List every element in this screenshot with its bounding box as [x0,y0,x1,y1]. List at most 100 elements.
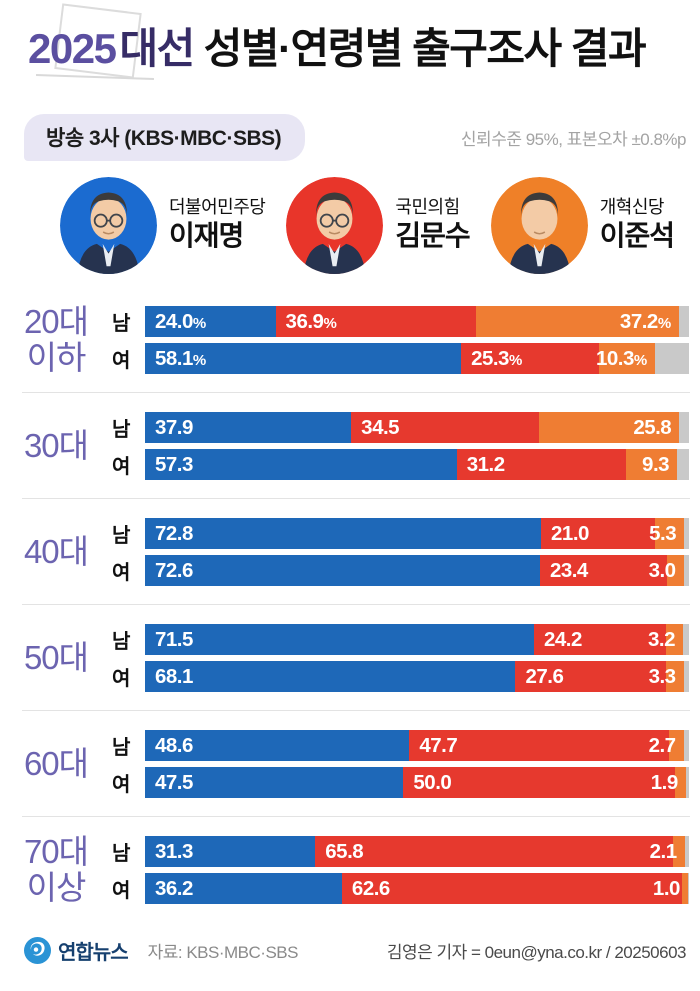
bar-segment-others [683,660,689,692]
bar-row-여: 여 68.1 27.6 3.3 [112,660,689,692]
value-label-lee-jae-myung: 72.8 [155,521,193,545]
bar-segment-kim-moon-soo [539,554,668,586]
stacked-bar: 47.5 50.0 1.9 [145,766,689,798]
value-label-lee-jun-seok: 1.0 [652,876,681,900]
title-year: 2025 [28,25,117,72]
gender-label: 남 [112,418,131,441]
value-label-kim-moon-soo: 62.6 [351,876,390,900]
value-label-kim-moon-soo: 27.6 [525,664,564,688]
bar-segment-lee-jae-myung [145,623,534,655]
value-label-lee-jae-myung: 37.9 [155,415,193,439]
stacked-bar: 48.6 47.7 2.7 [145,729,689,761]
percent-sign: % [323,314,337,332]
stacked-bar: 72.8 21.0 5.3 [145,517,689,549]
value-label-kim-moon-soo: 65.8 [325,839,364,863]
candidate-card-lee-jae-myung: 더불어민주당 이재명 [60,176,266,274]
group-divider [22,816,690,817]
age-group-40대: 40대 남 72.8 21.0 5.3 여 72.6 23.4 3.0 [0,499,700,604]
value-label-lee-jae-myung: 47.5 [155,770,193,794]
value-label-lee-jun-seok: 37.2% [619,309,671,333]
bar-segment-kim-moon-soo [341,872,683,904]
bar-segment-kim-moon-soo [351,411,539,443]
gender-label: 여 [112,561,131,584]
bar-segment-others [683,729,689,761]
bar-row-남: 남 48.6 47.7 2.7 [112,729,689,761]
value-label-kim-moon-soo: 36.9% [285,309,337,333]
age-group-50대: 50대 남 71.5 24.2 3.2 여 68.1 27.6 3.3 [0,605,700,710]
candidate-name: 이준석 [599,220,675,251]
candidate-photo-lee-jun-seok [490,176,588,274]
bar-segment-others [679,411,689,443]
bar-segment-lee-jae-myung [145,729,410,761]
age-label: 40대 [23,532,89,570]
bar-segment-lee-jun-seok [626,448,677,480]
bar-segment-lee-jae-myung [145,411,352,443]
value-label-kim-moon-soo: 24.2 [543,627,582,651]
bar-segment-lee-jun-seok [668,729,684,761]
bar-segment-lee-jun-seok [665,660,684,692]
stacked-bar: 31.3 65.8 2.1 [145,835,689,867]
value-label-lee-jae-myung: 71.5 [155,627,193,651]
value-label-lee-jae-myung: 36.2 [155,876,193,900]
gender-label: 남 [112,630,131,653]
bar-segment-lee-jae-myung [145,448,457,480]
age-label: 50대 [23,638,89,676]
candidate-name: 김문수 [395,220,470,251]
bar-segment-others [677,448,689,480]
bar-segment-others [684,517,689,549]
age-label: 70대 이상 [23,832,89,906]
bar-segment-others [685,766,689,798]
group-divider [22,498,690,499]
candidate-name: 이재명 [169,220,244,251]
footer: 연합뉴스 자료: KBS·MBC·SBS 김영은 기자 = 0eun@yna.c… [0,922,700,965]
value-label-lee-jae-myung: 48.6 [155,733,193,757]
bar-segment-kim-moon-soo [403,766,676,798]
value-label-lee-jun-seok: 2.7 [648,733,677,757]
value-label-kim-moon-soo: 50.0 [413,770,452,794]
bar-rows: 남 71.5 24.2 3.2 여 68.1 27.6 3.3 [112,623,700,692]
exit-poll-chart: 20대 이하 남 24.0% 36.9% 37.2% 여 58.1% 25.3% 10.3% 30대… [0,283,700,922]
age-label: 60대 [23,744,89,782]
bar-row-남: 남 37.9 34.5 25.8 [112,411,689,443]
stacked-bar: 71.5 24.2 3.2 [145,623,689,655]
bar-segment-kim-moon-soo [409,729,669,761]
bar-segment-others [683,623,689,655]
candidate-photo-kim-moon-soo [286,176,384,274]
bar-row-여: 여 47.5 50.0 1.9 [112,766,689,798]
bar-segment-lee-jae-myung [145,766,404,798]
candidate-card-lee-jun-seok: 개혁신당 이준석 [490,176,675,274]
party-label: 개혁신당 [599,197,665,218]
gender-label: 남 [112,524,131,547]
bar-segment-kim-moon-soo [456,448,627,480]
bar-segment-lee-jae-myung [145,872,342,904]
bar-segment-lee-jae-myung [145,835,316,867]
bar-segment-kim-moon-soo [515,660,666,692]
gender-label: 남 [112,312,131,335]
gender-label: 여 [112,879,131,902]
bar-segment-lee-jun-seok [673,835,685,867]
gender-label: 남 [112,842,131,865]
title-rest: 성별·연령별 출구조사 결과 [203,25,647,72]
reporter-credit: 김영은 기자 = 0eun@yna.co.kr / 20250603 [386,943,687,962]
value-label-lee-jae-myung: 72.6 [155,558,193,582]
bar-segment-others [687,872,689,904]
value-label-lee-jun-seok: 5.3 [649,521,677,545]
gender-label: 여 [112,455,131,478]
gender-label: 남 [112,736,131,759]
value-label-kim-moon-soo: 31.2 [466,452,505,476]
bar-row-남: 남 71.5 24.2 3.2 [112,623,689,655]
bar-row-남: 남 31.3 65.8 2.1 [112,835,689,867]
broadcaster-badge: 방송 3사 (KBS·MBC·SBS) [24,114,306,161]
value-label-lee-jun-seok: 3.2 [648,627,676,651]
value-label-lee-jae-myung: 31.3 [155,839,193,863]
page-title: 2025대선 성별·연령별 출구조사 결과 [28,25,680,72]
percent-sign: % [657,314,671,332]
bar-segment-lee-jun-seok [682,872,688,904]
value-label-kim-moon-soo: 47.7 [419,733,458,757]
bar-segment-others [678,305,689,337]
stacked-bar: 24.0% 36.9% 37.2% [145,305,689,337]
bar-rows: 남 31.3 65.8 2.1 여 36.2 62.6 1.0 [112,835,700,904]
bar-rows: 남 24.0% 36.9% 37.2% 여 58.1% 25.3% 10.3% [112,305,700,374]
bar-segment-kim-moon-soo [315,835,674,867]
